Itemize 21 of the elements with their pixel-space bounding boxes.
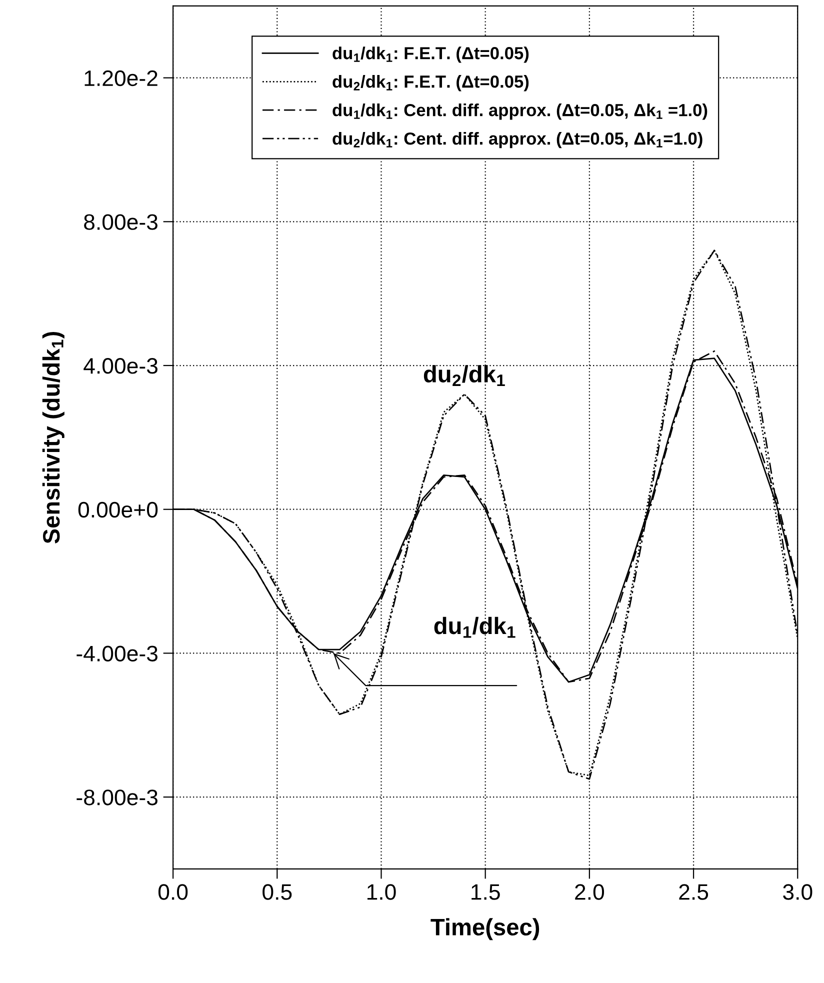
y-tick-label: 4.00e-3: [84, 358, 158, 374]
x-tick-label: 2.5: [679, 884, 708, 900]
y-tick-label: 8.00e-3: [84, 214, 158, 230]
legend-label: du$_{1}$/dk$_{1}$: Cent. diff. approx. (Δt=0.05, Δk$_{1}$ =1.0): [332, 104, 708, 120]
y-axis-title: Sensitivity (du/dk$_{1}$): [42, 332, 64, 544]
legend-label: du$_{1}$/dk$_{1}$: F.E.T. (Δt=0.05): [332, 46, 529, 63]
x-tick-label: 3.0: [783, 884, 812, 900]
y-tick-label: -4.00e-3: [76, 646, 158, 662]
legend-label: du$_{2}$/dk$_{1}$: Cent. diff. approx. (Δt=0.05, Δk$_{1}$=1.0): [332, 132, 702, 148]
x-tick-label: 0.0: [158, 884, 188, 900]
annotation: du$_{2}$/dk$_{1}$: [424, 365, 505, 386]
x-tick-label: 2.0: [575, 884, 604, 900]
y-tick-label: 1.20e-2: [84, 70, 158, 86]
y-tick-label: 0.00e+0: [78, 502, 158, 518]
x-axis-title: Time(sec): [430, 918, 540, 940]
x-tick-label: 1.5: [472, 884, 500, 900]
x-tick-label: 0.5: [262, 884, 292, 900]
annotation: du$_{1}$/dk$_{1}$: [434, 616, 516, 638]
y-tick-label: -8.00e-3: [76, 790, 158, 806]
x-tick-label: 1.0: [367, 884, 396, 900]
legend-label: du$_{2}$/dk$_{1}$: F.E.T. (Δt=0.05): [332, 75, 529, 92]
